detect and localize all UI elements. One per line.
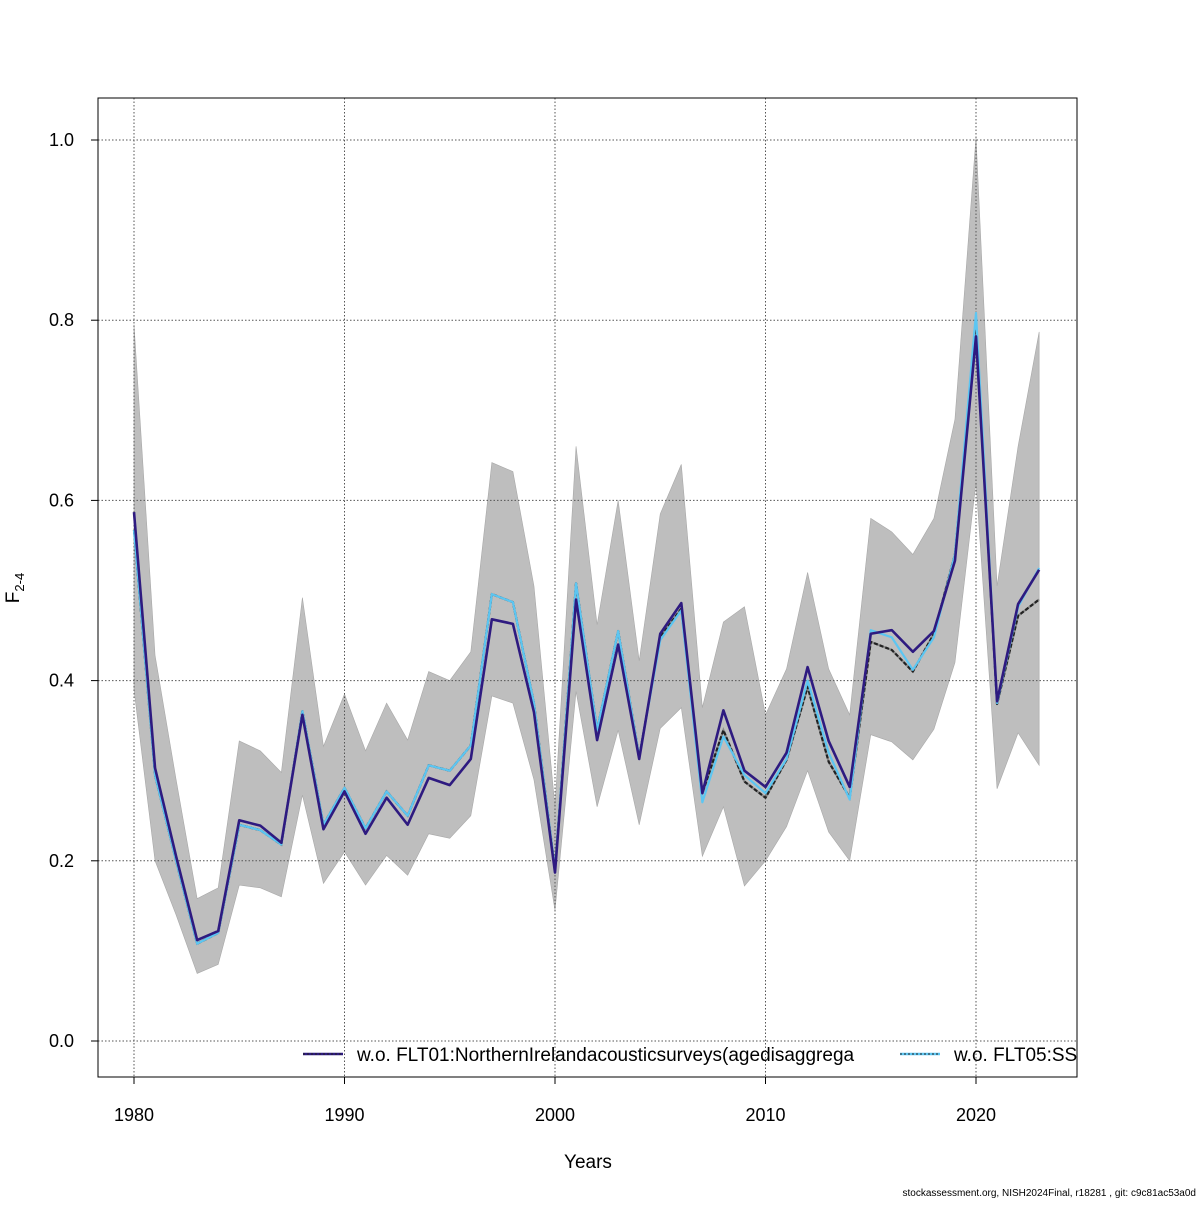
x-tick-label: 2010: [745, 1105, 785, 1125]
y-tick-label: 1.0: [49, 130, 74, 150]
y-axis-label-subscript: 2-4: [12, 573, 27, 592]
y-tick-label: 0.0: [49, 1031, 74, 1051]
y-tick-label: 0.8: [49, 310, 74, 330]
confidence-band-layer: [134, 137, 1039, 973]
x-tick-label: 1990: [324, 1105, 364, 1125]
y-axis-label-main: F: [3, 592, 24, 604]
x-axis-label: Years: [564, 1152, 612, 1173]
y-tick-label: 0.6: [49, 490, 74, 510]
x-tick-label: 2020: [956, 1105, 996, 1125]
y-tick-label: 0.2: [49, 851, 74, 871]
y-tick-label: 0.4: [49, 671, 74, 691]
x-tick-label: 1980: [114, 1105, 154, 1125]
y-axis-label: F2-4: [3, 573, 27, 603]
footer-text: stockassessment.org, NISH2024Final, r182…: [903, 1188, 1197, 1199]
confidence-band: [134, 137, 1039, 973]
legend-label: w.o. FLT05:SS: [953, 1045, 1077, 1066]
legend-label: w.o. FLT01:NorthernIrelandacousticsurvey…: [356, 1045, 855, 1066]
x-tick-label: 2000: [535, 1105, 575, 1125]
legend: w.o. FLT01:NorthernIrelandacousticsurvey…: [303, 1045, 1077, 1066]
svg-text:F2-4: F2-4: [3, 573, 27, 603]
